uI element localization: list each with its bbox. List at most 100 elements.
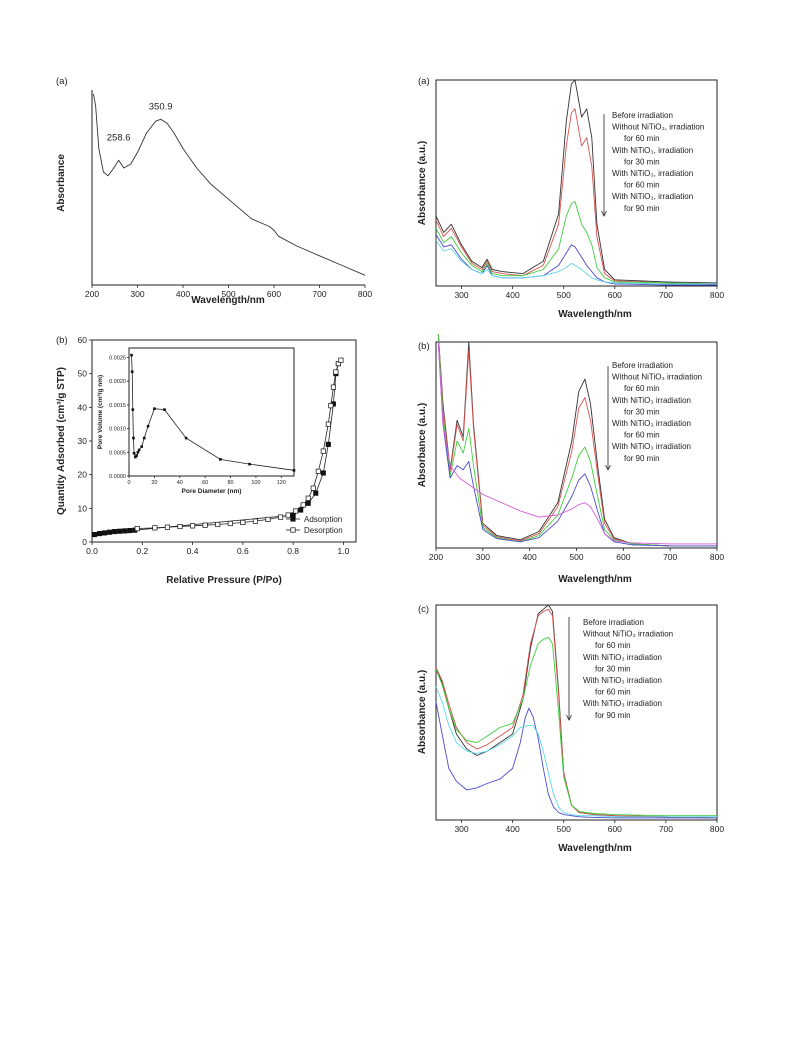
- isotherm-y-tick-label: 60: [78, 335, 88, 345]
- isotherm-data-point-desorption: [164, 524, 170, 530]
- inset-y-tick-label: 0.0015: [109, 403, 126, 409]
- degradation-a-legend-line: With NiTiO₃, irradiation: [612, 192, 693, 201]
- degradation-b-x-tick-label: 800: [710, 552, 724, 562]
- isotherm-x-axis-label: Relative Pressure (P/Po): [166, 575, 282, 586]
- inset-data-point: [130, 353, 133, 357]
- degradation-b-legend-line: for 90 min: [624, 454, 660, 463]
- degradation-c-series-line-3: [435, 636, 717, 817]
- degradation-c-legend-line: With NiTiO₃ irradiation: [583, 699, 662, 708]
- uv-spectrum-x-tick-label: 400: [176, 289, 190, 299]
- degradation-c-legend-line: Without NiTiO₃ irradiation: [583, 630, 673, 639]
- isotherm-data-point-adsorption: [305, 500, 311, 506]
- degradation-a-y-axis-label: Absorbance (a.u.): [417, 141, 428, 225]
- inset-data-point: [146, 424, 150, 428]
- inset-data-point: [134, 455, 137, 459]
- degradation-a-plot-frame: [435, 79, 718, 287]
- isotherm-y-tick-label: 40: [78, 402, 88, 412]
- inset-data-point: [130, 370, 134, 374]
- isotherm-data-point-adsorption: [325, 441, 331, 447]
- isotherm-data-point-desorption: [227, 520, 233, 527]
- pore-size-inset: 0 20 40 60 80 100 120 0.0000 0.0005 0.0010 0.0015 0…: [97, 347, 296, 495]
- inset-x-tick-label: 120: [277, 480, 286, 486]
- isotherm-data-point-desorption: [330, 384, 336, 390]
- degradation-a-legend-line: for 30 min: [624, 157, 660, 166]
- isotherm-data-point-adsorption: [91, 532, 98, 538]
- degradation-a-x-tick-label: 300: [454, 290, 468, 300]
- degradation-b-legend-line: for 60 min: [624, 384, 660, 393]
- degradation-c-chart: (c) 300 400 500 600 700 800 Wavelength/nm Absorb…: [417, 604, 724, 854]
- degradation-a-chart: (a) 300 400 500 600 700 800 Wavelength/nm Absorb…: [417, 76, 724, 320]
- isotherm-data-point-desorption: [152, 525, 158, 531]
- isotherm-data-point-desorption: [305, 495, 311, 501]
- inset-x-tick-label: 100: [251, 480, 260, 486]
- isotherm-y-tick-label: 0: [82, 537, 87, 547]
- inset-data-point: [131, 408, 135, 411]
- inset-data-point: [292, 469, 296, 472]
- isotherm-data-point-adsorption: [96, 531, 103, 537]
- isotherm-data-point-desorption: [134, 525, 140, 532]
- isotherm-data-point-adsorption: [117, 528, 123, 534]
- degradation-a-x-tick-label: 800: [710, 290, 724, 300]
- degradation-b-series-line-3: [437, 333, 717, 547]
- degradation-c-arrow-head: [566, 714, 572, 721]
- inset-data-point: [184, 436, 188, 440]
- isotherm-data-point-desorption: [333, 369, 339, 375]
- inset-data-point: [163, 408, 166, 411]
- legend-label-desorption: Desorption: [304, 526, 343, 535]
- isotherm-data-point-desorption: [338, 357, 344, 363]
- degradation-c-y-axis-label: Absorbance (a.u.): [417, 670, 428, 754]
- degradation-a-series-line-4: [435, 234, 717, 286]
- uv-spectrum-x-tick-label: 200: [85, 289, 99, 299]
- inset-x-tick-label: 80: [227, 480, 233, 486]
- isotherm-y-axis-label: Quantity Adsorbed (cm³/g STP): [56, 367, 67, 515]
- uv-spectrum-peak-label: 350.9: [149, 101, 173, 112]
- degradation-c-plot-frame: [435, 604, 718, 821]
- degradation-a-series-line-2: [435, 108, 718, 285]
- inset-series-line: [131, 355, 295, 471]
- degradation-c-x-tick-label: 800: [710, 824, 724, 834]
- isotherm-x-tick-label: 0.0: [86, 546, 98, 556]
- uv-spectrum-peak-label: 258.6: [107, 133, 131, 144]
- isotherm-data-point-desorption: [252, 518, 258, 524]
- inset-data-point: [132, 436, 135, 440]
- inset-x-tick-label: 60: [202, 480, 208, 486]
- inset-x-tick-label: 20: [151, 480, 157, 486]
- degradation-a-x-tick-label: 500: [557, 290, 571, 300]
- inset-frame: [128, 347, 295, 477]
- degradation-c-x-tick-label: 600: [608, 824, 622, 834]
- inset-y-tick-label: 0.0010: [109, 427, 126, 433]
- isotherm-data-point-desorption: [190, 523, 196, 529]
- inset-x-tick-label: 40: [177, 480, 183, 486]
- degradation-b-x-tick-label: 500: [569, 552, 583, 562]
- uv-spectrum-x-tick-label: 800: [358, 289, 372, 299]
- degradation-b-legend-line: With NiTiO₃ irradiation: [612, 442, 691, 451]
- degradation-a-legend-line: for 60 min: [624, 134, 660, 143]
- degradation-c-legend-line: for 60 min: [595, 641, 631, 650]
- degradation-b-series-line-2: [437, 333, 717, 547]
- degradation-c-legend-line: for 60 min: [595, 688, 631, 697]
- degradation-b-x-tick-label: 700: [663, 552, 677, 562]
- isotherm-data-point-desorption: [293, 508, 299, 514]
- degradation-a-legend-line: Without NiTiO₃, irradiation: [612, 123, 704, 132]
- isotherm-data-point-adsorption: [122, 528, 128, 534]
- inset-y-tick-label: 0.0000: [109, 474, 126, 480]
- degradation-a-x-tick-label: 600: [608, 290, 622, 300]
- isotherm-data-point-desorption: [265, 516, 271, 522]
- degradation-a-legend-line: for 60 min: [624, 181, 660, 190]
- inset-data-point: [219, 458, 222, 461]
- degradation-c-series-line-5: [435, 686, 717, 818]
- degradation-b-chart: (b) 200 300 400 500 600 700 800 Wavelength/nm Abs…: [417, 333, 724, 585]
- isotherm-data-point-adsorption: [127, 528, 133, 534]
- isotherm-data-point-adsorption: [320, 470, 326, 476]
- degradation-c-x-tick-label: 500: [557, 824, 571, 834]
- inset-data-point: [248, 462, 251, 466]
- uv-spectrum-panel-label: (a): [56, 76, 68, 87]
- degradation-b-x-tick-label: 300: [476, 552, 490, 562]
- isotherm-y-tick-label: 50: [78, 369, 88, 379]
- inset-data-point: [142, 436, 146, 440]
- isotherm-data-point-adsorption: [313, 490, 319, 496]
- degradation-c-legend-line: for 90 min: [595, 711, 631, 720]
- degradation-b-legend-line: for 60 min: [624, 431, 660, 440]
- isotherm-data-point-adsorption: [298, 507, 304, 513]
- isotherm-y-tick-label: 30: [78, 436, 88, 446]
